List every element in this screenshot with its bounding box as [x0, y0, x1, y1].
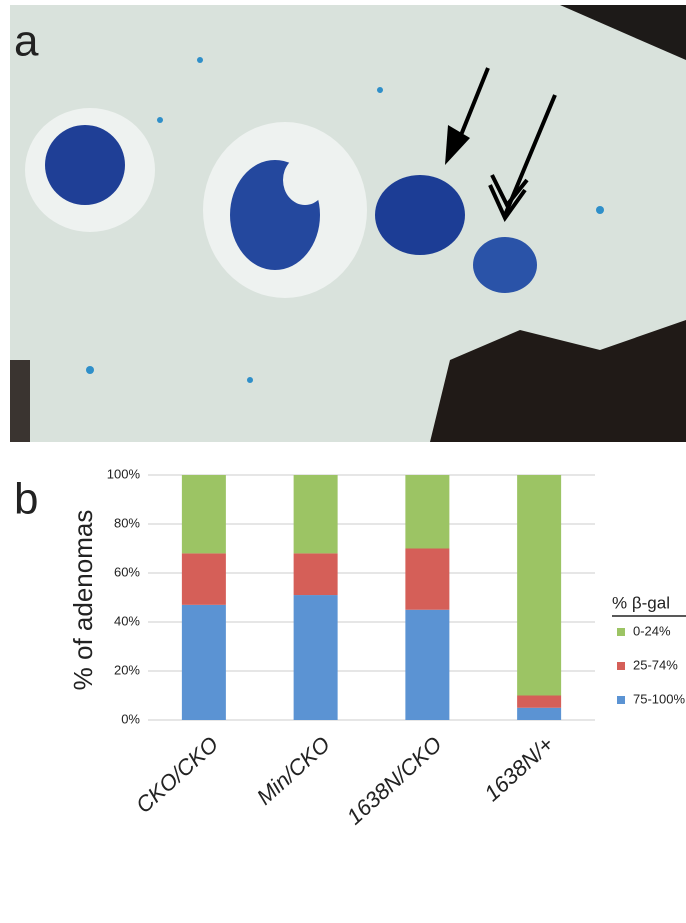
- bar-segment: [517, 696, 561, 708]
- bar-segment: [182, 475, 226, 553]
- legend-label: 0-24%: [633, 623, 671, 638]
- legend-swatch: [617, 696, 625, 704]
- photo: [10, 5, 686, 442]
- bar-segment: [182, 553, 226, 604]
- y-axis-label: % of adenomas: [68, 510, 98, 691]
- y-tick-label: 60%: [114, 564, 140, 579]
- figure: a b % of adenomas % β-gal 0% 20% 40% 60% 80%…: [0, 0, 686, 923]
- y-tick-label: 100%: [107, 466, 141, 481]
- y-tick-label: 0%: [121, 711, 140, 726]
- bar-segment: [294, 595, 338, 720]
- bar-segment: [405, 549, 449, 610]
- legend-label: 75-100%: [633, 691, 685, 706]
- bar-segment: [405, 610, 449, 720]
- y-tick-label: 80%: [114, 515, 140, 530]
- legend-swatch: [617, 662, 625, 670]
- bar-segment: [517, 475, 561, 696]
- panel-label: a: [14, 17, 39, 66]
- bar-segment: [182, 605, 226, 720]
- legend-title: % β-gal: [612, 593, 670, 612]
- x-tick-label: 1638N/CKO: [342, 731, 447, 829]
- x-tick-label: 1638N/+: [479, 731, 558, 806]
- x-tick-label: Min/CKO: [252, 731, 335, 809]
- x-tick-label: CKO/CKO: [131, 731, 223, 817]
- legend-swatch: [617, 628, 625, 636]
- y-tick-label: 20%: [114, 662, 140, 677]
- legend-label: 25-74%: [633, 657, 678, 672]
- y-tick-label: 40%: [114, 613, 140, 628]
- panel-label: b: [14, 475, 38, 524]
- bar-segment: [294, 475, 338, 553]
- bar-segment: [517, 708, 561, 720]
- bar-segment: [405, 475, 449, 549]
- bar-segment: [294, 553, 338, 595]
